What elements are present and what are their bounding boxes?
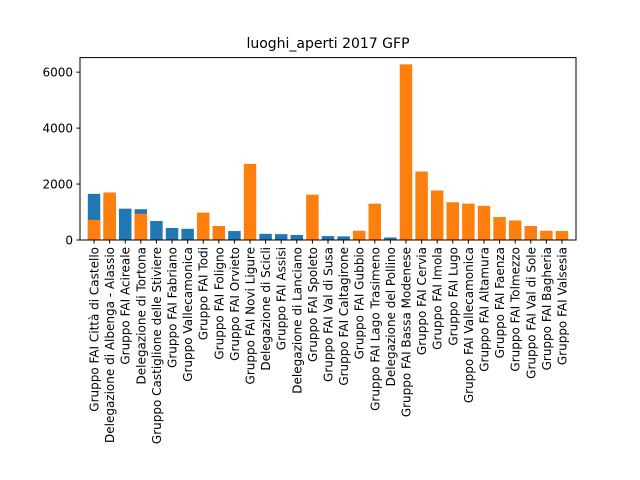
x-tick-label: Gruppo FAI Lugo — [446, 247, 460, 346]
x-tick-label: Gruppo FAI Lago Trasimeno — [368, 247, 382, 411]
bar-series1-5 — [165, 227, 179, 240]
x-tick-label: Gruppo Vallecamonica — [181, 247, 195, 382]
x-tick-label: Gruppo FAI Val di Sole — [524, 247, 538, 379]
x-tick-label: Gruppo FAI Fabriano — [166, 247, 180, 368]
y-tick-label: 0 — [65, 234, 73, 248]
x-tick-label: Gruppo FAI Orvieto — [228, 247, 242, 361]
x-tick-label: Gruppo FAI Imola — [431, 247, 445, 350]
bar-series2-14 — [306, 194, 319, 240]
bar-series1-19 — [384, 237, 397, 240]
x-tick-label: Gruppo FAI Todi — [197, 247, 211, 340]
x-tick-label: Gruppo FAI Valsesia — [555, 247, 569, 365]
bar-series2-3 — [134, 213, 148, 240]
x-tick-label: Gruppo FAI Città di Castello — [88, 247, 102, 412]
x-tick-label: Delegazione del Pollino — [384, 247, 398, 386]
bar-series1-4 — [150, 220, 163, 240]
bar-series1-16 — [337, 236, 350, 240]
x-tick-label: Gruppo FAI Cervia — [415, 247, 429, 355]
bar-series2-0 — [87, 219, 101, 240]
bar-series2-8 — [212, 226, 226, 240]
bar-series1-9 — [228, 231, 241, 240]
bar-series2-18 — [368, 203, 382, 240]
bar-series2-7 — [196, 212, 210, 240]
bar-series1-12 — [274, 234, 288, 240]
x-tick-label: Delegazione di Tortona — [134, 247, 148, 384]
x-tick-label: Gruppo Castiglione delle Stiviere — [150, 247, 164, 444]
bar-series2-23 — [446, 202, 460, 240]
x-tick-label: Delegazione di Albenga - Alassio — [103, 247, 117, 443]
bar-series2-17 — [352, 230, 366, 240]
x-tick-label: Gruppo FAI Gubbio — [353, 247, 367, 359]
bar-series1-13 — [290, 234, 304, 240]
x-tick-label: Delegazione di Lanciano — [290, 247, 304, 394]
y-tick-label: 6000 — [42, 66, 73, 80]
bar-series2-1 — [103, 192, 116, 240]
y-tick-labels: 0 2000 4000 6000 — [42, 66, 80, 248]
x-tick-label: Gruppo FAI Caltagirone — [337, 247, 351, 386]
bar-series1-6 — [181, 228, 194, 240]
x-tick-label: Gruppo FAI Novi Ligure — [244, 247, 258, 384]
bar-series1-15 — [321, 236, 335, 240]
bar-series2-22 — [430, 190, 444, 240]
bar-series2-28 — [524, 226, 538, 240]
bar-series2-24 — [462, 203, 475, 240]
x-tick-labels: Gruppo FAI Città di Castello Delegazione … — [88, 240, 569, 444]
bar-series2-29 — [540, 230, 553, 240]
x-tick-label: Gruppo FAI Altamura — [477, 247, 491, 372]
x-tick-label: Gruppo FAI Tolmezzo — [509, 247, 523, 372]
x-tick-label: Gruppo FAI Spoleto — [306, 247, 320, 362]
bar-series1-2 — [118, 208, 132, 240]
bar-series2-26 — [493, 217, 506, 240]
x-tick-label: Gruppo FAI Bagheria — [540, 247, 554, 370]
x-tick-label: Gruppo FAI Foligno — [212, 247, 226, 360]
x-tick-label: Gruppo FAI Bassa Modenese — [399, 247, 413, 417]
bar-series2-20 — [399, 64, 413, 240]
bar-series2-21 — [415, 171, 428, 240]
chart-title: luoghi_aperti 2017 GFP — [246, 36, 409, 52]
x-tick-label: Delegazione di Scicli — [259, 247, 273, 371]
x-tick-label: Gruppo FAI Vallecamonica — [462, 247, 476, 403]
bar-series2-27 — [508, 220, 522, 240]
x-tick-label: Gruppo FAI Faenza — [493, 247, 507, 358]
x-tick-label: Gruppo FAI Acireale — [119, 247, 133, 365]
x-tick-label: Gruppo FAI Val di Susa — [322, 247, 336, 382]
bars-layer — [87, 64, 569, 240]
y-tick-label: 2000 — [42, 178, 73, 192]
y-tick-label: 4000 — [42, 122, 73, 136]
x-tick-label: Gruppo FAI Assisi — [275, 247, 289, 350]
bar-series1-11 — [259, 233, 272, 240]
bar-series2-25 — [477, 205, 491, 240]
bar-series2-10 — [243, 163, 257, 240]
bar-series2-30 — [555, 231, 569, 240]
